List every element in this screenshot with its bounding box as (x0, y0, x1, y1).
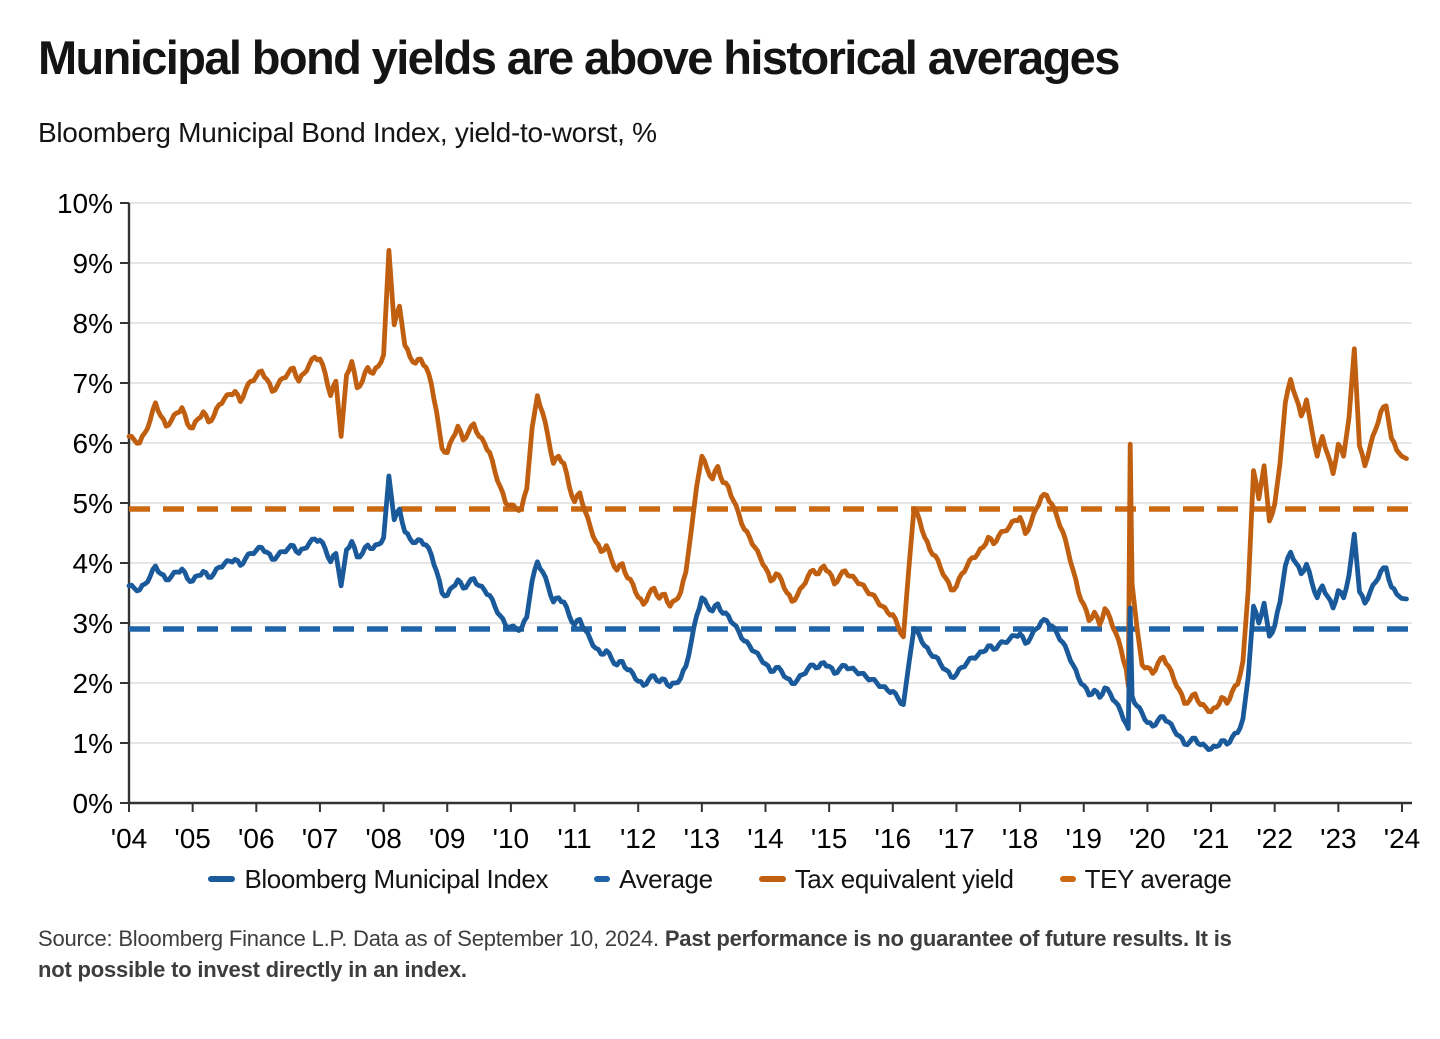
svg-text:'05: '05 (174, 823, 211, 854)
svg-text:9%: 9% (73, 248, 113, 279)
svg-text:'15: '15 (811, 823, 848, 854)
chart-page: Municipal bond yields are above historic… (0, 30, 1440, 1039)
x-axis-labels: '04 '05 '06 '07 '08 '09 '10 '11 '12 '13 '14 '15 '16 '… (111, 823, 1421, 854)
svg-text:'04: '04 (111, 823, 148, 854)
series-bloomberg-municipal-index (126, 473, 1409, 752)
svg-text:'18: '18 (1002, 823, 1039, 854)
legend: Bloomberg Municipal Index Average Tax eq… (0, 861, 1440, 897)
svg-text:10%: 10% (57, 188, 113, 219)
svg-text:'14: '14 (747, 823, 784, 854)
legend-item-bloomberg-municipal-index: Bloomberg Municipal Index (208, 863, 549, 895)
page-subtitle: Bloomberg Municipal Bond Index, yield-to… (38, 117, 657, 148)
svg-text:0%: 0% (73, 788, 113, 819)
svg-text:3%: 3% (73, 608, 113, 639)
svg-text:'24: '24 (1384, 823, 1421, 854)
svg-text:'12: '12 (620, 823, 657, 854)
legend-item-tax-equivalent-yield: Tax equivalent yield (758, 863, 1014, 895)
svg-text:'21: '21 (1193, 823, 1230, 854)
svg-text:'19: '19 (1066, 823, 1103, 854)
svg-text:'08: '08 (365, 823, 402, 854)
disclaimer-text-line1: Past performance is no guarantee of futu… (664, 926, 1232, 951)
svg-text:'10: '10 (493, 823, 530, 854)
orange-dash-icon (1059, 876, 1076, 882)
series-tax-equivalent-yield (126, 248, 1409, 715)
legend-label: Tax equivalent yield (794, 863, 1014, 894)
legend-label: TEY average (1084, 863, 1232, 894)
source-text: Source: Bloomberg Finance L.P. Data as o… (38, 926, 665, 951)
svg-text:'16: '16 (875, 823, 912, 854)
orange-line-icon (758, 876, 786, 882)
y-axis-labels: 0% 1% 2% 3% 4% 5% 6% 7% 8% 9% 10% (57, 188, 113, 819)
svg-text:'07: '07 (302, 823, 339, 854)
svg-text:'11: '11 (557, 823, 591, 854)
source-note: Source: Bloomberg Finance L.P. Data as o… (38, 923, 1433, 985)
svg-text:2%: 2% (73, 668, 113, 699)
svg-text:4%: 4% (73, 548, 113, 579)
svg-text:'22: '22 (1256, 823, 1293, 854)
svg-text:'06: '06 (238, 823, 275, 854)
grid-lines (129, 202, 1412, 744)
svg-text:'20: '20 (1129, 823, 1166, 854)
svg-text:1%: 1% (73, 728, 113, 759)
svg-text:'13: '13 (684, 823, 721, 854)
svg-text:'17: '17 (938, 823, 975, 854)
page-title: Municipal bond yields are above historic… (38, 31, 1120, 84)
yield-line-chart: 0%1%2%3%4%5%6%7%8%9%10%'04'05'06'07'08'0… (57, 188, 1421, 854)
legend-label: Average (619, 863, 713, 894)
svg-text:6%: 6% (73, 428, 113, 459)
svg-text:'09: '09 (429, 823, 466, 854)
svg-text:8%: 8% (73, 308, 113, 339)
blue-line-icon (208, 876, 236, 882)
blue-dash-icon (594, 876, 611, 882)
svg-text:'23: '23 (1320, 823, 1357, 854)
axes (120, 202, 1412, 812)
legend-item-tey-average: TEY average (1059, 863, 1232, 895)
svg-text:5%: 5% (73, 488, 113, 519)
legend-item-average: Average (594, 864, 713, 895)
svg-text:7%: 7% (73, 368, 113, 399)
legend-label: Bloomberg Municipal Index (244, 863, 549, 894)
disclaimer-text-line2: not possible to invest directly in an in… (38, 957, 467, 982)
